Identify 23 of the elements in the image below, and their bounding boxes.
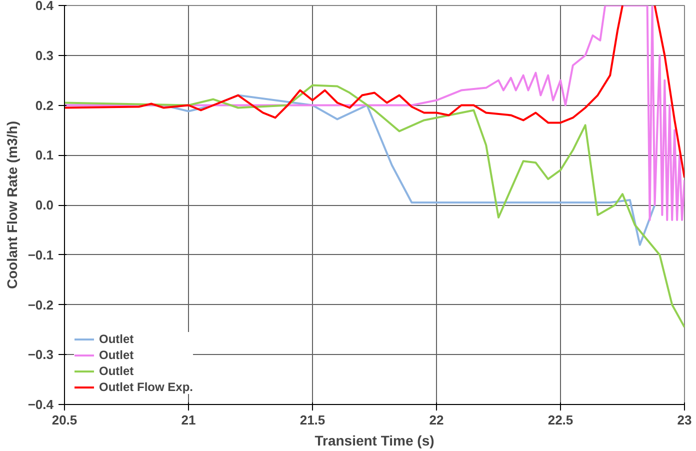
legend-label: Outlet [99, 332, 134, 346]
line-series [64, 6, 684, 221]
y-tick-label: −0.2 [28, 297, 54, 312]
y-tick-label: 0.0 [35, 198, 54, 212]
y-tick-label: −0.3 [28, 347, 54, 362]
y-tick-label: 0.4 [35, 0, 54, 13]
x-tick-label: 20.5 [52, 412, 78, 428]
y-tick-label: −0.4 [28, 397, 54, 412]
y-tick-label: 0.3 [35, 48, 54, 63]
line-series [64, 84, 684, 328]
y-tick-label: 0.2 [35, 98, 54, 113]
y-tick-label: 0.1 [35, 148, 54, 163]
y-tick-label: −0.1 [28, 247, 54, 262]
x-axis-title: Transient Time (s) [314, 432, 434, 448]
x-tick-label: 21.5 [300, 412, 326, 428]
x-tick-label: 21 [181, 412, 196, 428]
legend-label: Outlet [99, 348, 134, 362]
y-axis-title: Coolant Flow Rate (m3/h) [4, 121, 20, 289]
x-tick-label: 22.5 [548, 412, 574, 428]
x-tick-label: 22 [429, 412, 444, 428]
legend-label: Outlet Flow Exp. [99, 380, 194, 394]
x-tick-label: 23 [677, 412, 692, 428]
legend-label: Outlet [99, 364, 134, 378]
